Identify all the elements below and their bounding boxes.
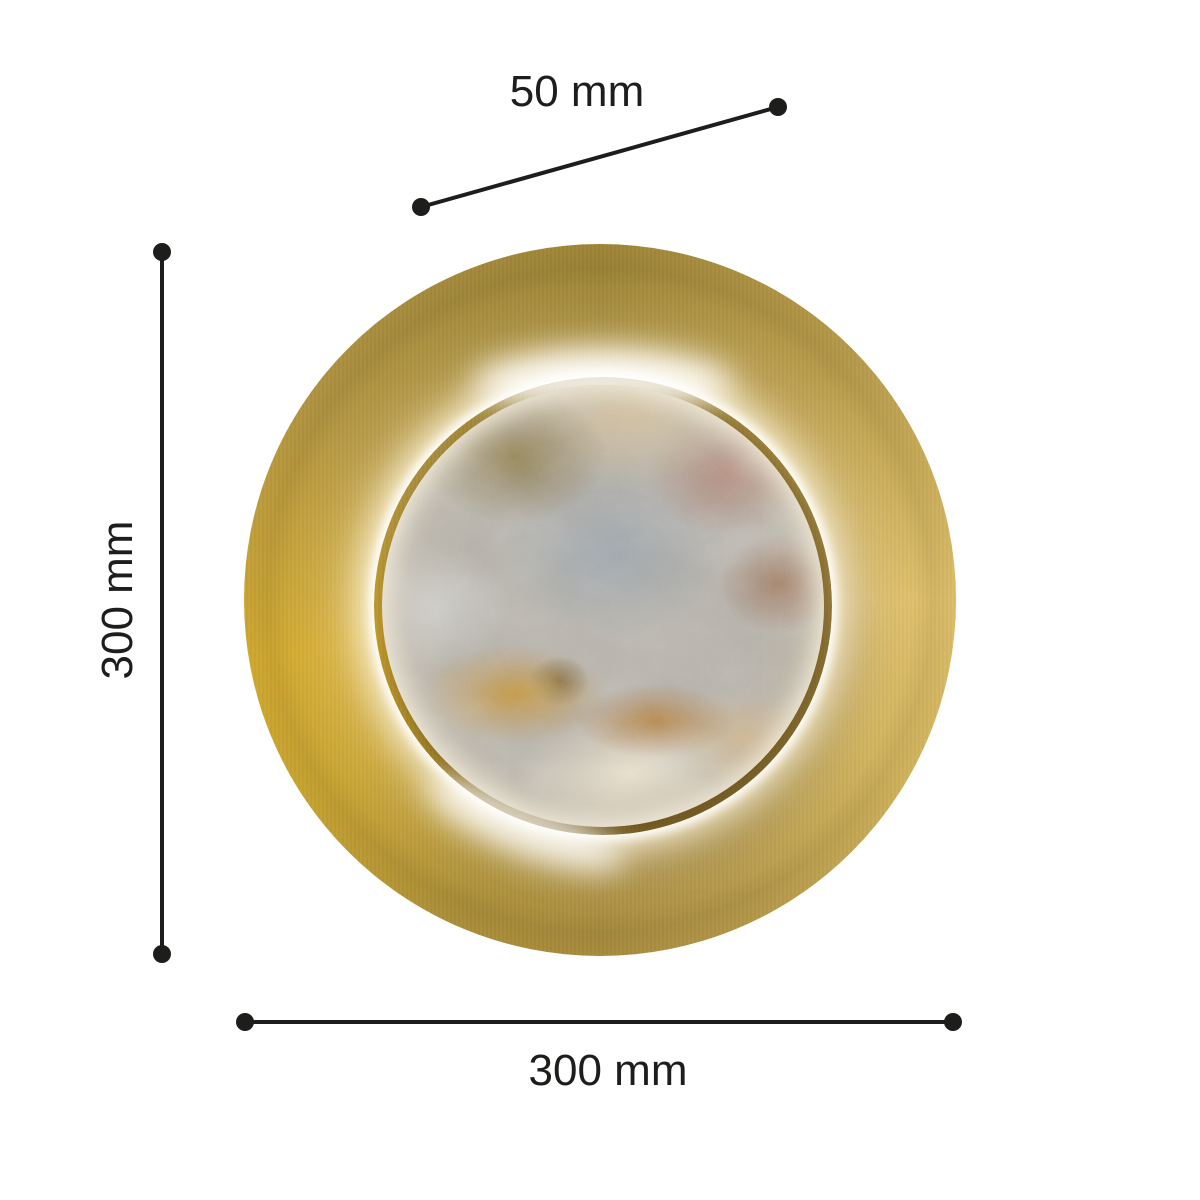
dimension-endpoint-dot xyxy=(412,198,430,216)
dimension-endpoint-dot xyxy=(769,98,787,116)
dimension-label-depth: 50 mm xyxy=(509,67,645,116)
dimension-label-width: 300 mm xyxy=(528,1046,688,1095)
dimension-line-depth xyxy=(420,104,779,209)
dimension-endpoint-dot xyxy=(153,945,171,963)
dimension-line-height xyxy=(160,252,164,954)
dimension-endpoint-dot xyxy=(153,243,171,261)
marble-light-disc xyxy=(382,385,824,827)
dimension-line-width xyxy=(245,1020,953,1024)
dimension-label-height: 300 mm xyxy=(93,520,142,680)
dimension-endpoint-dot xyxy=(236,1013,254,1031)
dimension-endpoint-dot xyxy=(944,1013,962,1031)
marble-noise-texture xyxy=(382,385,824,827)
